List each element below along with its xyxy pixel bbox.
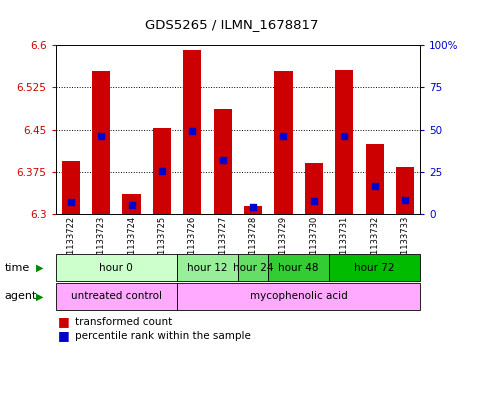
Bar [62,161,80,214]
Bar [366,144,384,214]
Bar [56,254,177,281]
Bar [335,70,354,214]
Text: hour 24: hour 24 [233,263,273,273]
Point [128,202,135,208]
Bar [92,70,110,214]
Text: agent: agent [5,291,37,301]
Point [158,168,166,174]
Bar [268,254,329,281]
Point [188,128,196,134]
Text: untreated control: untreated control [71,291,162,301]
Bar [122,195,141,214]
Text: mycophenolic acid: mycophenolic acid [250,291,348,301]
Bar [274,70,293,214]
Bar [238,254,268,281]
Text: ▶: ▶ [36,263,44,273]
Bar [177,254,238,281]
Text: ■: ■ [58,329,70,342]
Bar [305,163,323,214]
Text: GDS5265 / ILMN_1678817: GDS5265 / ILMN_1678817 [145,18,319,31]
Bar [183,50,201,214]
Text: time: time [5,263,30,273]
Point [341,133,348,140]
Point [97,133,105,140]
Point [249,204,257,210]
Bar [213,109,232,214]
Bar [177,283,420,310]
Text: ▶: ▶ [36,291,44,301]
Point [280,133,287,140]
Point [219,156,227,163]
Bar [396,167,414,214]
Bar [244,206,262,214]
Bar [153,128,171,214]
Point [401,196,409,203]
Bar [56,283,177,310]
Text: ■: ■ [58,316,70,329]
Point [310,198,318,204]
Point [67,198,74,205]
Bar [329,254,420,281]
Text: hour 48: hour 48 [278,263,319,273]
Text: hour 0: hour 0 [99,263,133,273]
Text: hour 12: hour 12 [187,263,228,273]
Text: percentile rank within the sample: percentile rank within the sample [75,331,251,341]
Text: transformed count: transformed count [75,317,172,327]
Point [371,183,379,189]
Text: hour 72: hour 72 [355,263,395,273]
